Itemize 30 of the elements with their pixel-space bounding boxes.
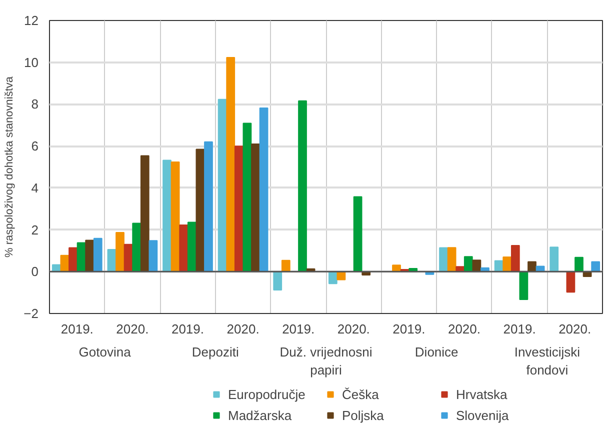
x-tick-label: 2019. (392, 322, 426, 336)
x-tick-label: 2019. (171, 322, 204, 336)
legend-label: Slovenija (456, 407, 510, 423)
legend-label: Europodručje (228, 386, 306, 402)
x-tick-label: 2020. (116, 322, 149, 336)
y-tick-label: 0 (31, 264, 39, 280)
y-tick-label: 10 (24, 54, 39, 70)
y-axis-title: % raspoloživog dohotka stanovništva (4, 76, 16, 258)
text: Investicijski fondovi (514, 344, 580, 378)
y-tick-label: 6 (31, 138, 39, 154)
y-tick-label: 12 (24, 13, 39, 28)
text: Duž. vrijednosni papiri (280, 344, 372, 378)
y-tick-label: 2 (31, 222, 39, 238)
x-tick-label: 2020. (226, 322, 260, 336)
text: Gotovina (78, 344, 132, 360)
text: Depoziti (192, 344, 239, 360)
y-tick-label: 8 (31, 96, 39, 112)
x-tick-label: 2020. (558, 322, 592, 336)
x-tick-label: 2019. (60, 322, 94, 336)
x-tick-label: 2020. (448, 322, 481, 336)
x-tick-label: 2019. (282, 322, 315, 336)
legend-label: Hrvatska (456, 386, 508, 402)
legend-label: Madžarska (228, 407, 293, 423)
legend-label: Poljska (342, 407, 385, 423)
y-tick-label: 4 (31, 180, 39, 196)
x-tick-label: 2019. (503, 322, 536, 336)
x-tick-label: 2020. (337, 322, 370, 336)
legend-label: Češka (342, 386, 380, 402)
y-tick-label: −2 (24, 306, 39, 321)
text: Dionice (414, 344, 458, 360)
